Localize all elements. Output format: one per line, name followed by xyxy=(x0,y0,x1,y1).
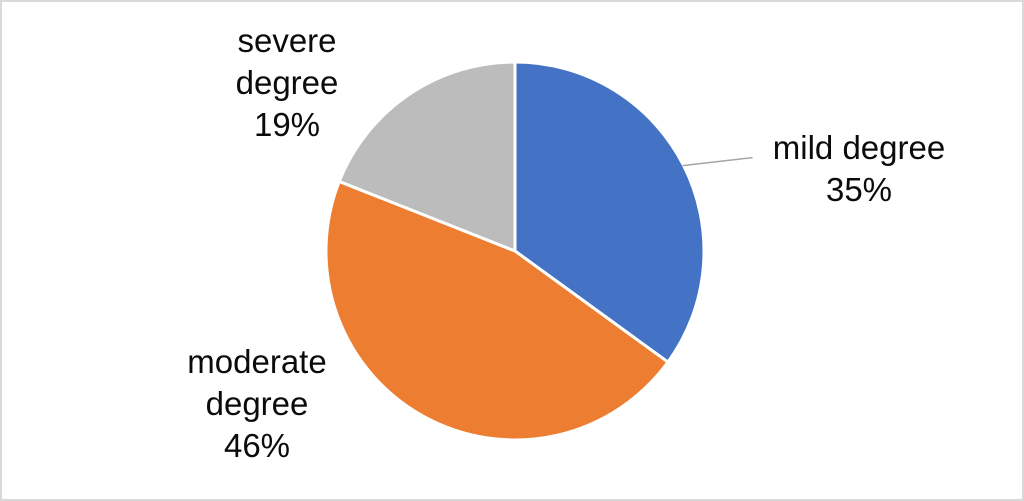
pie-slice-moderate-degree xyxy=(324,179,670,442)
leader-line-mild-degree xyxy=(682,156,753,167)
slice-label-mild-degree: mild degree 35% xyxy=(772,129,946,208)
pie-slice-severe-degree xyxy=(337,60,517,253)
slice-label-severe-degree: severe degree 19% xyxy=(235,22,339,143)
slice-label-moderate-degree: moderate degree 46% xyxy=(187,343,327,464)
